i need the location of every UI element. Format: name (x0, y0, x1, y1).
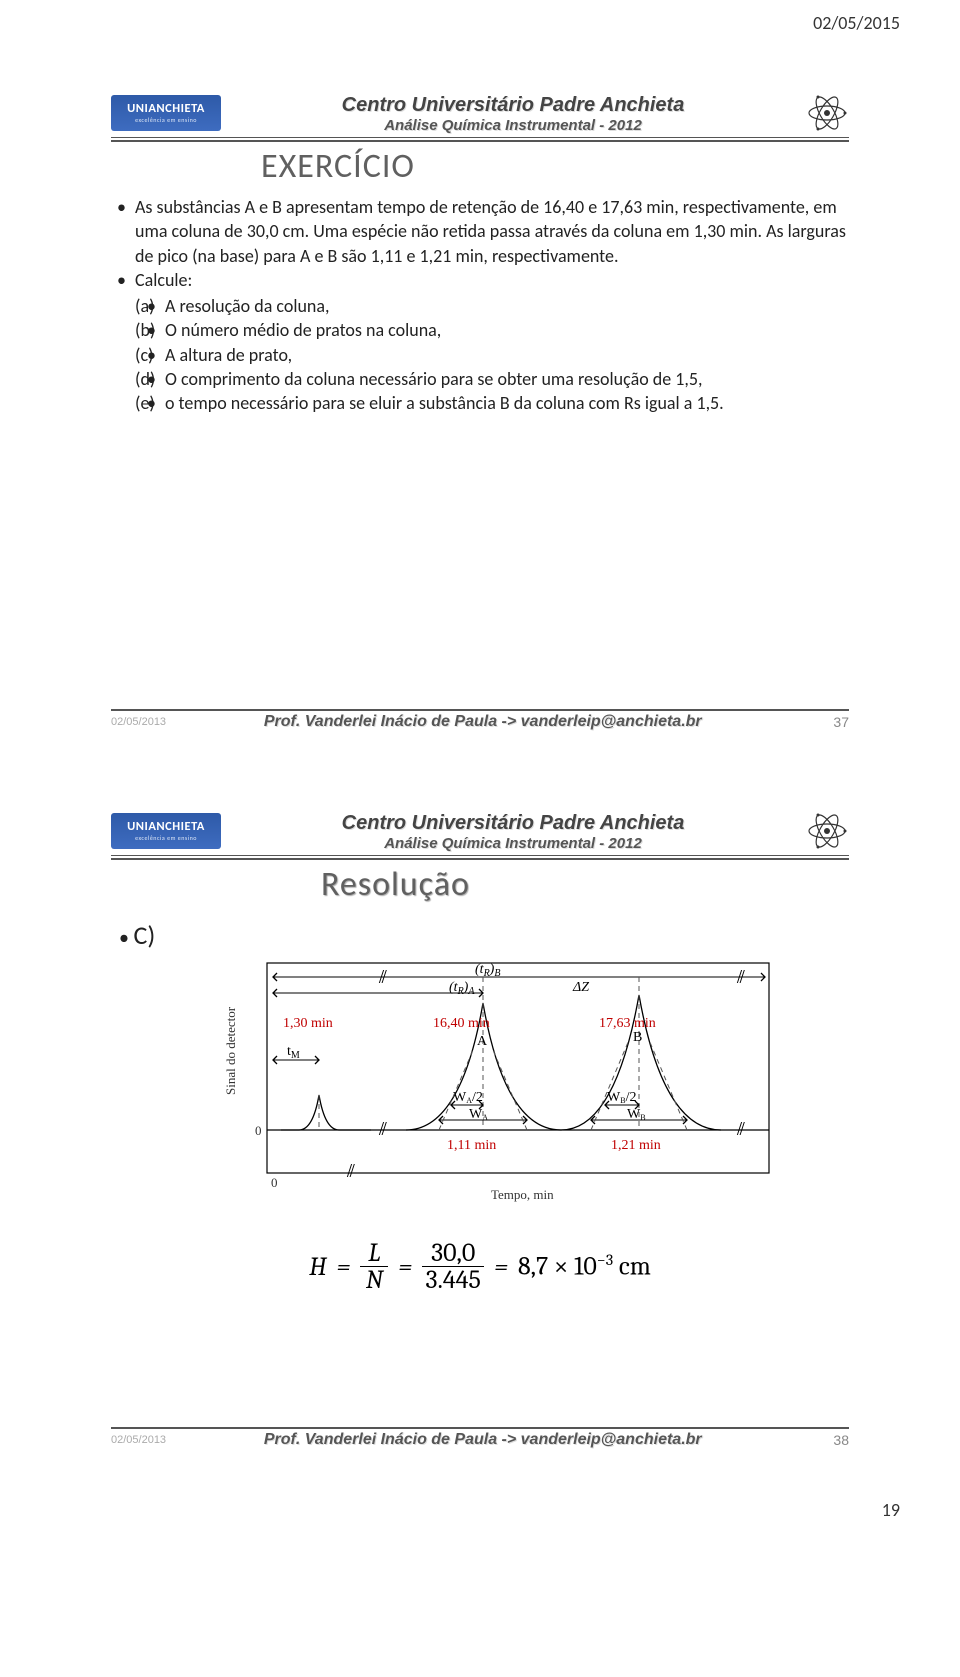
marker-e: (e) (135, 391, 155, 415)
text-b: O número médio de pratos na coluna, (165, 319, 441, 341)
uni-logo: UNIANCHIETA excelência em ensino (111, 95, 221, 131)
slide-footer: 02/05/2013 Prof. Vanderlei Inácio de Pau… (111, 709, 849, 731)
text-a: A resolução da coluna, (165, 295, 330, 317)
zero-y: 0 (255, 1123, 262, 1138)
atom-icon (805, 91, 849, 135)
trA-label: (tR)A (449, 980, 475, 997)
marker-a: (a) (135, 294, 155, 318)
wA: WA (469, 1107, 488, 1122)
footer-ts: 02/05/2013 (111, 1434, 166, 1446)
logo-main: UNIANCHIETA (127, 103, 205, 116)
wB-val: 1,21 min (611, 1138, 661, 1153)
chromatogram-chart: Sinal do detector Tempo, min 0 0 ⫽ ⫽ ⫽ ⫽… (221, 955, 849, 1210)
xlabel: Tempo, min (491, 1187, 554, 1202)
slide-38: UNIANCHIETA excelência em ensino Centro … (80, 798, 880, 1456)
footer-text: Prof. Vanderlei Inácio de Paula -> vande… (264, 1431, 702, 1449)
item-b: (b) O número médio de pratos na coluna, (135, 318, 849, 342)
header-rule (111, 137, 849, 142)
slide-num: 38 (833, 1432, 849, 1448)
dz-label: ΔZ (572, 980, 589, 995)
peak-b-label: B (633, 1030, 642, 1045)
ylabel: Sinal do detector (223, 1006, 238, 1095)
document-page: 02/05/2015 UNIANCHIETA excelência em ens… (0, 0, 960, 1536)
wB: WB (627, 1107, 646, 1122)
wA2: WA/2 (453, 1090, 483, 1105)
formula: H= LN = 30,03.445 = 8,7 × 10−3 cm (111, 1240, 849, 1293)
footer-text: Prof. Vanderlei Inácio de Paula -> vande… (264, 713, 702, 731)
tA-val: 16,40 min (433, 1016, 490, 1031)
uni-logo: UNIANCHIETA excelência em ensino (111, 813, 221, 849)
marker-b: (b) (135, 318, 155, 342)
header-line2: Análise Química Instrumental - 2012 (231, 835, 795, 852)
tm-label: tM (287, 1044, 300, 1061)
item-c: (c) A altura de prato, (135, 343, 849, 367)
slide-title: Resolução (321, 864, 849, 905)
break-1: ⫽ (378, 1119, 387, 1139)
item-a: (a) A resolução da coluna, (135, 294, 849, 318)
slide-content: As substâncias A e B apresentam tempo de… (111, 195, 849, 416)
page-number: 19 (882, 1499, 900, 1521)
t-dead: 1,30 min (283, 1016, 333, 1031)
text-e: o tempo necessário para se eluir a subst… (165, 392, 724, 414)
text-c: A altura de prato, (165, 344, 292, 366)
item-e: (e) o tempo necessário para se eluir a su… (135, 391, 849, 415)
header-line1: Centro Universitário Padre Anchieta (231, 94, 795, 117)
doc-timestamp: 02/05/2015 (813, 12, 900, 34)
logo-sub: excelência em ensino (135, 835, 197, 841)
slide-num: 37 (833, 714, 849, 730)
slide-footer: 02/05/2013 Prof. Vanderlei Inácio de Pau… (111, 1427, 849, 1449)
logo-main: UNIANCHIETA (127, 821, 205, 834)
slide-header: UNIANCHIETA excelência em ensino Centro … (111, 809, 849, 853)
header-line2: Análise Química Instrumental - 2012 (231, 117, 795, 134)
item-d: (d) O comprimento da coluna necessário pa… (135, 367, 849, 391)
marker-c: (c) (135, 343, 154, 367)
break-3: ⫽ (736, 1119, 745, 1139)
text-d: O comprimento da coluna necessário para … (165, 368, 702, 390)
header-text: Centro Universitário Padre Anchieta Anál… (231, 92, 795, 134)
wA-val: 1,11 min (447, 1138, 496, 1153)
bullet-2: Calcule: (135, 268, 849, 292)
header-line1: Centro Universitário Padre Anchieta (231, 812, 795, 835)
logo-sub: excelência em ensino (135, 117, 197, 123)
header-text: Centro Universitário Padre Anchieta Anál… (231, 810, 795, 852)
slide-37: UNIANCHIETA excelência em ensino Centro … (80, 80, 880, 738)
part-c-label: C) (119, 919, 849, 951)
peak-a-label: A (477, 1034, 488, 1049)
chart-svg: Sinal do detector Tempo, min 0 0 ⫽ ⫽ ⫽ ⫽… (221, 955, 781, 1205)
break-2: ⫽ (346, 1161, 355, 1181)
bullet-1: As substâncias A e B apresentam tempo de… (135, 195, 849, 268)
wB2: WB/2 (607, 1090, 636, 1105)
slide-header: UNIANCHIETA excelência em ensino Centro … (111, 91, 849, 135)
marker-d: (d) (135, 367, 155, 391)
slide-title: EXERCÍCIO (261, 146, 849, 187)
zero-x: 0 (271, 1175, 278, 1190)
footer-ts: 02/05/2013 (111, 716, 166, 728)
atom-icon (805, 809, 849, 853)
tB-val: 17,63 min (599, 1016, 656, 1031)
header-rule (111, 855, 849, 860)
trB-label: (tR)B (475, 962, 500, 979)
